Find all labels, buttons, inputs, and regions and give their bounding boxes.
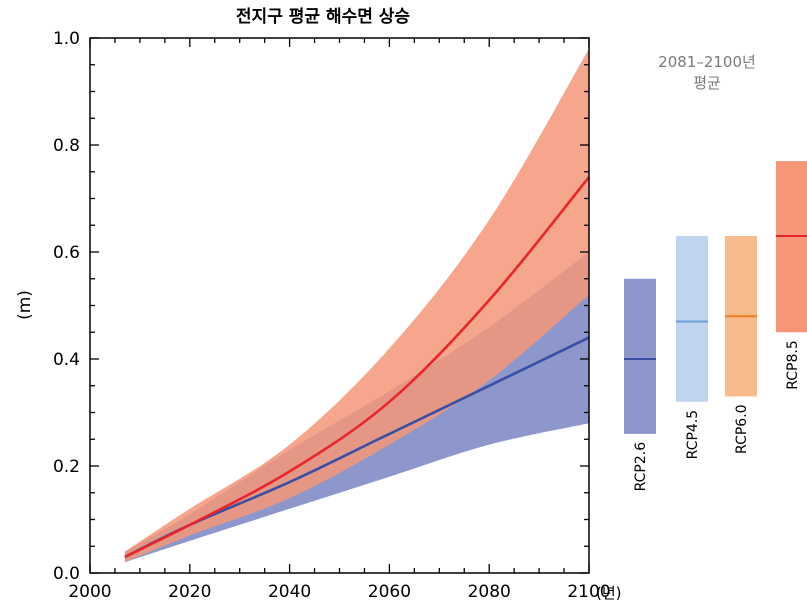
x-axis-ticks: 2000 2020 2040 2060 2080 2100 bbox=[68, 38, 611, 602]
y-tick-label: 0.8 bbox=[53, 136, 80, 156]
period-bar-rcp26 bbox=[624, 278, 656, 434]
y-tick-label: 0.6 bbox=[53, 243, 80, 263]
x-tick-label: 2060 bbox=[368, 582, 411, 602]
period-label-rcp45: RCP4.5 bbox=[685, 410, 701, 460]
band-rcp85 bbox=[124, 48, 590, 563]
mean-line-rcp85 bbox=[124, 176, 591, 559]
x-tick-label: 2000 bbox=[68, 582, 111, 602]
period-label-rcp60: RCP6.0 bbox=[734, 404, 750, 454]
y-tick-label: 0.4 bbox=[53, 350, 80, 370]
x-tick-label: 2020 bbox=[168, 582, 211, 602]
period-bar-rcp45 bbox=[676, 235, 708, 402]
period-average-bars: RCP2.6 RCP4.5 RCP6.0 RCP8.5 bbox=[624, 161, 807, 491]
mean-lines bbox=[124, 176, 591, 559]
y-axis-ticks: 0.0 0.2 0.4 0.6 0.8 1.0 bbox=[53, 29, 589, 584]
x-axis-unit: (년) bbox=[596, 584, 622, 602]
x-tick-label: 2100 bbox=[567, 582, 610, 602]
x-tick-label: 2040 bbox=[268, 582, 311, 602]
period-label-line2: 평균 bbox=[693, 74, 721, 92]
x-tick-label: 2080 bbox=[468, 582, 511, 602]
period-label-line1: 2081–2100년 bbox=[658, 53, 756, 71]
chart-title: 전지구 평균 해수면 상승 bbox=[236, 7, 411, 27]
uncertainty-bands bbox=[124, 48, 590, 563]
y-tick-label: 0.0 bbox=[53, 564, 80, 584]
y-tick-label: 1.0 bbox=[53, 29, 80, 49]
y-tick-label: 0.2 bbox=[53, 457, 80, 477]
period-bar-rcp85 bbox=[776, 161, 807, 333]
y-axis-label: (m) bbox=[15, 290, 35, 320]
period-label-rcp26: RCP2.6 bbox=[633, 442, 649, 492]
period-label-rcp85: RCP8.5 bbox=[785, 340, 801, 390]
